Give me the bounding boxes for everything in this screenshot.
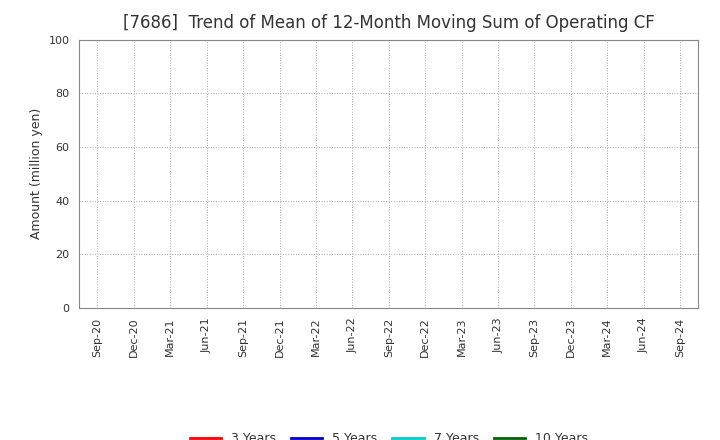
Legend: 3 Years, 5 Years, 7 Years, 10 Years: 3 Years, 5 Years, 7 Years, 10 Years [184, 427, 593, 440]
Title: [7686]  Trend of Mean of 12-Month Moving Sum of Operating CF: [7686] Trend of Mean of 12-Month Moving … [123, 15, 654, 33]
Y-axis label: Amount (million yen): Amount (million yen) [30, 108, 43, 239]
